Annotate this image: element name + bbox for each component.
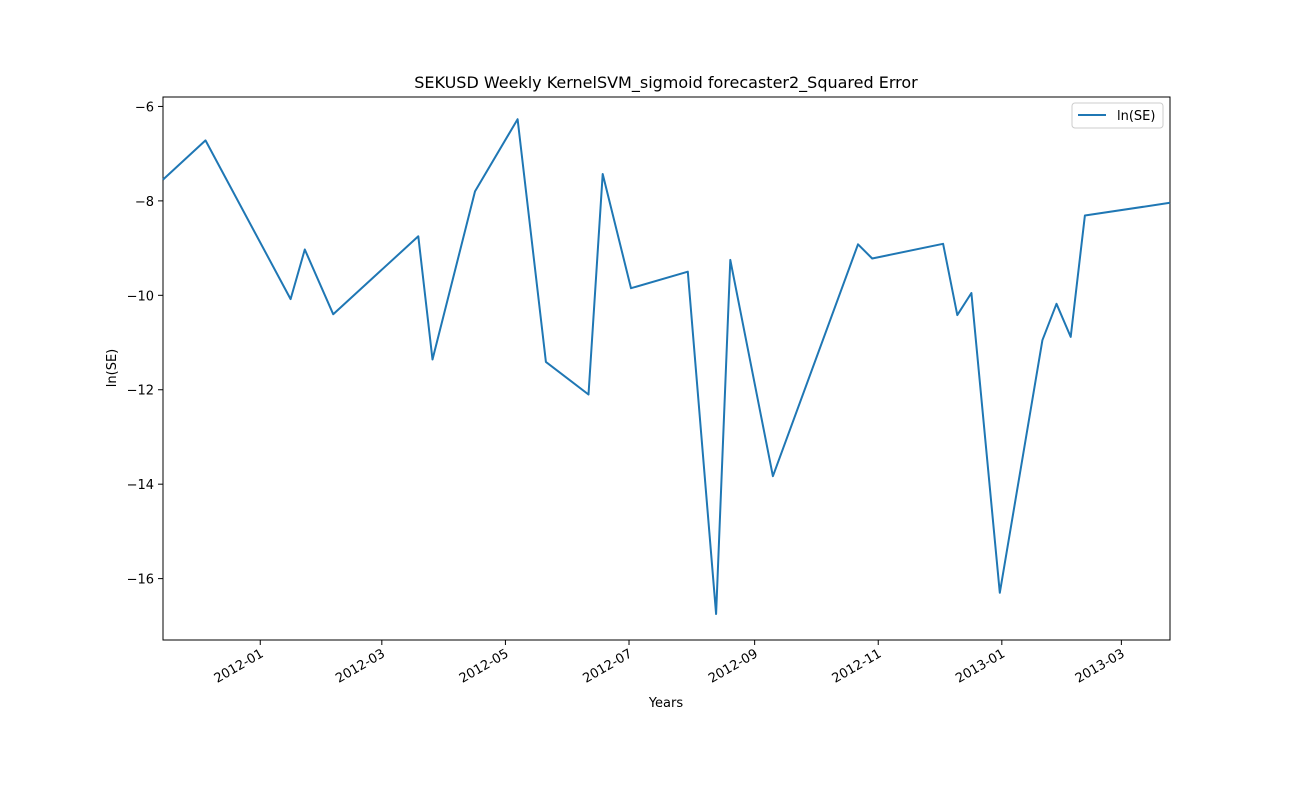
x-axis-label: Years — [648, 696, 684, 711]
y-tick-label: −14 — [127, 478, 154, 493]
y-tick-label: −16 — [127, 573, 154, 588]
legend-label-ln-se: ln(SE) — [1117, 109, 1155, 124]
x-tick-label: 2012-01 — [212, 646, 267, 686]
x-tick-label: 2013-03 — [1073, 646, 1128, 686]
x-tick-label: 2012-05 — [457, 646, 512, 686]
y-tick-label: −12 — [127, 384, 154, 399]
y-axis-ticks: −6 −8 −10 −12 −14 −16 — [127, 100, 163, 587]
series-layer — [163, 119, 1170, 614]
x-tick-label: 2012-07 — [580, 646, 635, 686]
chart-title: SEKUSD Weekly KernelSVM_sigmoid forecast… — [414, 73, 918, 93]
x-tick-label: 2013-01 — [953, 646, 1008, 686]
series-line-ln-se — [163, 119, 1170, 614]
y-tick-label: −10 — [127, 289, 154, 304]
x-axis-ticks: 2012-01 2012-03 2012-05 2012-07 2012-09 2012-… — [212, 640, 1128, 687]
plot-area-frame — [163, 97, 1170, 640]
x-tick-label: 2012-09 — [706, 646, 761, 686]
x-tick-label: 2012-03 — [333, 646, 388, 686]
y-tick-label: −6 — [135, 100, 154, 115]
y-tick-label: −8 — [135, 195, 154, 210]
legend: ln(SE) — [1072, 103, 1163, 128]
x-tick-label: 2012-11 — [830, 646, 885, 686]
y-axis-label: ln(SE) — [105, 349, 120, 387]
